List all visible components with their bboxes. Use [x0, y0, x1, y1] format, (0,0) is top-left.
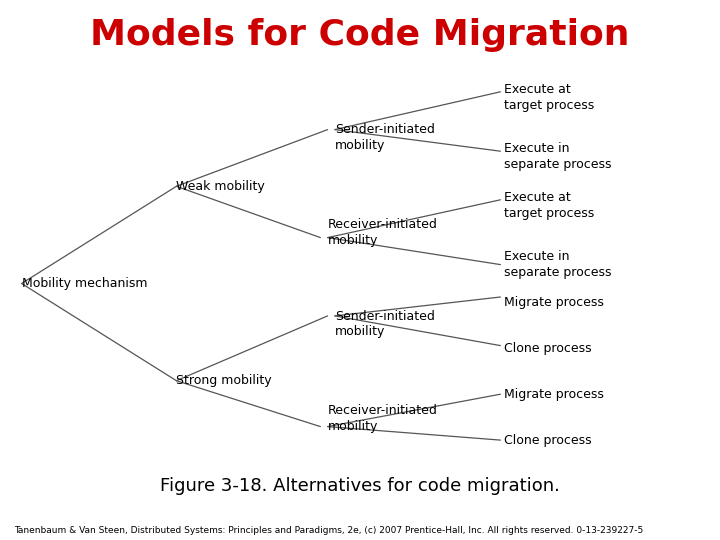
Text: Clone process: Clone process [504, 434, 592, 447]
Text: Clone process: Clone process [504, 342, 592, 355]
Text: Execute in
separate process: Execute in separate process [504, 142, 611, 171]
Text: Receiver-initiated
mobility: Receiver-initiated mobility [328, 404, 438, 433]
Text: Weak mobility: Weak mobility [176, 180, 265, 193]
Text: Sender-initiated
mobility: Sender-initiated mobility [335, 123, 435, 152]
Text: Mobility mechanism: Mobility mechanism [22, 277, 147, 290]
Text: Figure 3-18. Alternatives for code migration.: Figure 3-18. Alternatives for code migra… [160, 477, 560, 495]
Text: Migrate process: Migrate process [504, 388, 604, 401]
Text: Execute at
target process: Execute at target process [504, 83, 594, 112]
Text: Execute in
separate process: Execute in separate process [504, 250, 611, 279]
Text: Models for Code Migration: Models for Code Migration [90, 18, 630, 52]
Text: Receiver-initiated
mobility: Receiver-initiated mobility [328, 218, 438, 247]
Text: Execute at
target process: Execute at target process [504, 191, 594, 220]
Text: Strong mobility: Strong mobility [176, 374, 272, 387]
Text: Migrate process: Migrate process [504, 296, 604, 309]
Text: Tanenbaum & Van Steen, Distributed Systems: Principles and Paradigms, 2e, (c) 20: Tanenbaum & Van Steen, Distributed Syste… [14, 526, 644, 535]
Text: Sender-initiated
mobility: Sender-initiated mobility [335, 309, 435, 339]
